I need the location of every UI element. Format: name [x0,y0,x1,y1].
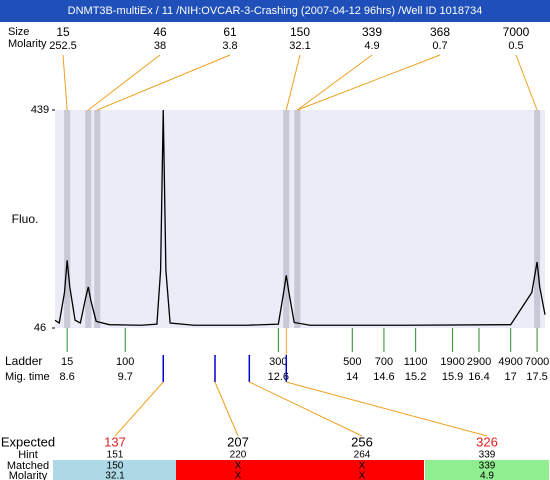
matched-cell [300,460,424,480]
row-label: Expected [1,434,55,449]
ladder-size: 500 [343,356,361,368]
peak-molarity: 0.5 [508,40,523,52]
peak-size: 61 [223,25,237,39]
peak-connector [285,54,301,111]
peak-size: 7000 [503,25,530,39]
ladder-size: 1900 [440,356,464,368]
ladder-time: 15.9 [442,371,463,383]
title: DNMT3B-multiEx / 11 /NIH:OVCAR-3-Crashin… [68,5,483,17]
hint: 151 [107,450,124,461]
y-tick-label: 46 [34,322,46,334]
peak-band [64,110,71,328]
peak-size: 368 [430,25,450,39]
peak-band [294,110,301,328]
matched-cell [425,460,549,480]
matched-cell [176,460,300,480]
expected-size: 256 [351,434,373,449]
peak-molarity: 0.7 [432,40,447,52]
ladder-size: 700 [375,356,393,368]
matched: X [235,461,242,472]
size-label: Size [8,26,29,38]
ladder-time: 15.2 [405,371,426,383]
mig-time-label: Mig. time [5,371,50,383]
molarity-label: Molarity [8,38,47,50]
peak-molarity: 32.1 [289,40,310,52]
peak-size: 339 [362,25,382,39]
matched: 339 [479,461,496,472]
hint: 264 [354,450,371,461]
peak-molarity: 4.9 [364,40,379,52]
expected-size: 326 [476,434,498,449]
peak-connector [97,54,231,111]
ladder-size: 100 [116,356,134,368]
matched: X [359,461,366,472]
matched-molarity: X [359,471,366,480]
peak-size: 15 [56,25,70,39]
peak-size: 46 [153,25,167,39]
row-label: Hint [18,449,38,461]
ladder-size: 1100 [404,356,428,368]
ladder-time: 14.6 [373,371,394,383]
row-label: Matched [7,460,49,472]
expected-connector [286,381,488,437]
matched: 150 [107,461,124,472]
matched-molarity: 32.1 [105,471,125,480]
ladder-size: 7000 [525,356,549,368]
expected-connector [114,381,164,437]
y-tick-label: 439 [31,104,49,116]
matched-molarity: X [235,471,242,480]
hint: 220 [230,450,247,461]
peak-size: 150 [290,25,310,39]
row-label: Molarity [9,470,48,480]
peak-molarity: 38 [154,40,166,52]
peak-band [534,110,541,328]
expected-connector [214,381,239,437]
expected-connector [249,381,363,437]
y-axis-label: Fluo. [12,212,39,226]
peak-band [283,110,290,328]
peak-molarity: 252.5 [49,40,77,52]
peak-connector [515,54,538,111]
ladder-time: 12.6 [268,371,289,383]
expected-size: 137 [104,434,126,449]
ladder-time: 9.7 [118,371,133,383]
ladder-size: 2900 [467,356,491,368]
matched-molarity: 4.9 [480,471,494,480]
ladder-size: 15 [61,356,73,368]
ladder-time: 14 [346,371,358,383]
hint: 339 [479,450,496,461]
ladder-size: 4900 [498,356,522,368]
ladder-time: 8.6 [59,371,74,383]
ladder-label: Ladder [5,354,42,368]
peak-band [94,110,101,328]
peak-molarity: 3.8 [222,40,237,52]
peak-connector [62,54,68,111]
trace [54,109,546,326]
peak-connector [297,54,373,111]
ladder-size: 300 [269,356,287,368]
title-bar [0,0,550,22]
ladder-time: 17 [505,371,517,383]
peak-band [85,110,92,328]
ladder-time: 17.5 [526,371,547,383]
ladder-time: 16.4 [468,371,489,383]
expected-size: 207 [227,434,249,449]
matched-cell [53,460,177,480]
peak-connector [87,54,161,111]
peak-connector [297,54,441,111]
